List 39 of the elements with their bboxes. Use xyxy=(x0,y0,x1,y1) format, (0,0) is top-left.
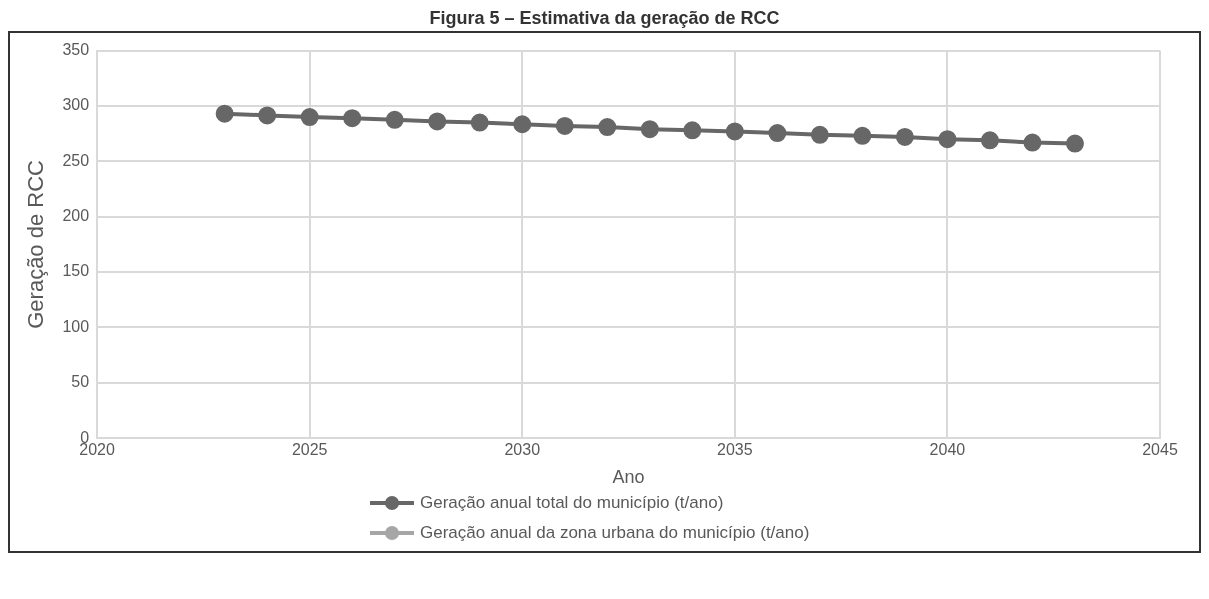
x-tick-label: 2045 xyxy=(1142,441,1178,459)
x-tick-label: 2035 xyxy=(717,441,753,459)
x-tick-label: 2020 xyxy=(79,441,115,459)
point xyxy=(683,121,702,140)
point xyxy=(1065,134,1084,153)
point xyxy=(938,130,957,149)
point xyxy=(725,122,744,141)
y-tick-label: 250 xyxy=(62,151,90,169)
point xyxy=(640,120,659,139)
point xyxy=(343,109,362,128)
point xyxy=(215,104,234,123)
x-tick-label: 2030 xyxy=(504,441,541,459)
point xyxy=(980,131,999,150)
y-tick-label: 150 xyxy=(62,262,90,280)
point xyxy=(555,116,574,135)
point xyxy=(1023,133,1042,152)
y-tick-label: 50 xyxy=(71,373,90,391)
point xyxy=(385,110,404,129)
x-tick-label: 2040 xyxy=(929,441,966,459)
legend-label: Geração anual da zona urbana do município (t/ano) xyxy=(420,523,810,543)
point xyxy=(258,106,277,125)
point xyxy=(513,115,532,134)
point xyxy=(598,118,617,137)
y-tick-label: 300 xyxy=(62,96,90,114)
point xyxy=(428,112,447,131)
y-tick-label: 350 xyxy=(62,41,90,59)
point xyxy=(853,126,872,145)
point xyxy=(768,124,787,143)
point xyxy=(470,113,489,132)
point xyxy=(300,108,319,127)
y-axis-title: Geração de RCC xyxy=(23,159,49,329)
legend-label: Geração anual total do município (t/ano) xyxy=(420,493,724,513)
chart-title: Figura 5 – Estimativa da geração de RCC xyxy=(428,8,781,29)
point xyxy=(895,127,914,146)
x-axis-title: Ano xyxy=(612,467,645,488)
y-tick-label: 100 xyxy=(62,317,90,335)
y-tick-label: 200 xyxy=(62,207,90,225)
point xyxy=(810,125,829,144)
x-tick-label: 2025 xyxy=(291,441,328,459)
